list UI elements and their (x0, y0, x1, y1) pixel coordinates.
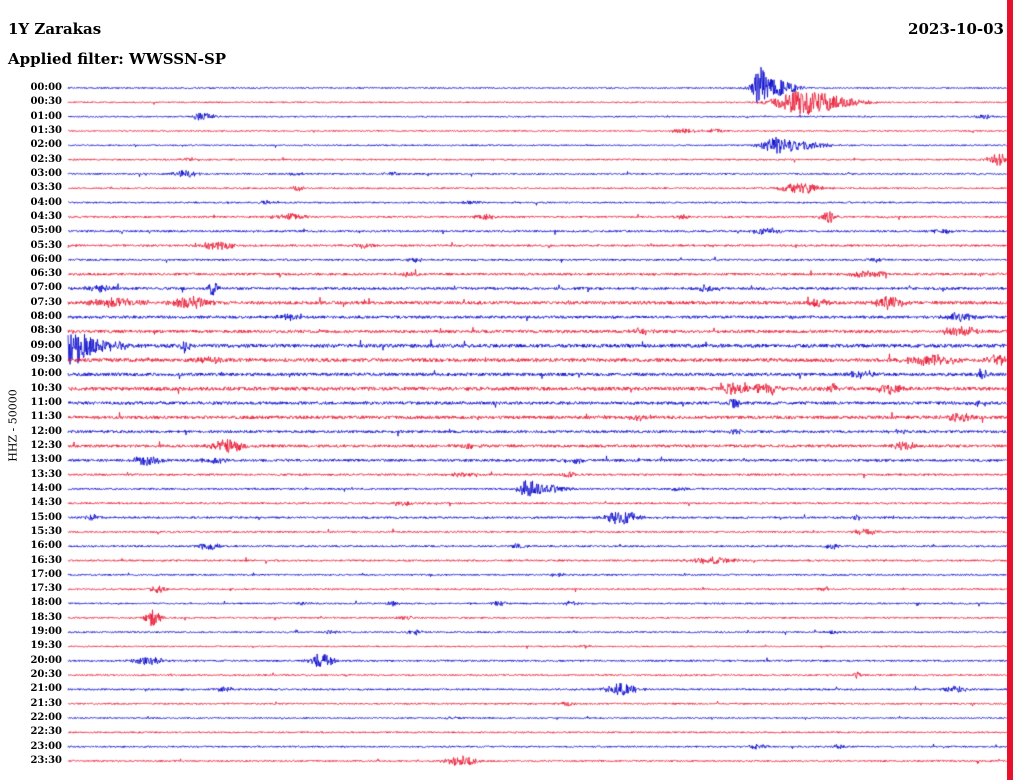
time-label-1300: 13:00 (30, 454, 62, 466)
time-label-1130: 11:30 (30, 411, 62, 423)
time-label-0800: 08:00 (30, 311, 62, 323)
time-label-0630: 06:30 (30, 268, 62, 280)
time-label-0330: 03:30 (30, 182, 62, 194)
time-label-0130: 01:30 (30, 124, 62, 136)
time-label-2000: 20:00 (30, 654, 62, 666)
time-label-0430: 04:30 (30, 210, 62, 222)
time-label-2030: 20:30 (30, 669, 62, 681)
current-time-marker (1007, 0, 1013, 780)
time-label-1830: 18:30 (30, 611, 62, 623)
time-label-1400: 14:00 (30, 482, 62, 494)
time-label-0500: 05:00 (30, 225, 62, 237)
time-label-1430: 14:30 (30, 497, 62, 509)
time-label-0230: 02:30 (30, 153, 62, 165)
time-label-0830: 08:30 (30, 325, 62, 337)
time-label-1200: 12:00 (30, 425, 62, 437)
time-label-1000: 10:00 (30, 368, 62, 380)
time-label-1330: 13:30 (30, 468, 62, 480)
time-label-0400: 04:00 (30, 196, 62, 208)
time-label-1600: 16:00 (30, 540, 62, 552)
time-label-0100: 01:00 (30, 110, 62, 122)
time-label-0930: 09:30 (30, 354, 62, 366)
time-label-0000: 00:00 (30, 82, 62, 93)
time-label-1800: 18:00 (30, 597, 62, 609)
time-label-1730: 17:30 (30, 583, 62, 595)
time-label-1930: 19:30 (30, 640, 62, 652)
time-label-1700: 17:00 (30, 568, 62, 580)
time-label-0030: 00:30 (30, 96, 62, 108)
time-label-0900: 09:00 (30, 339, 62, 351)
time-label-0200: 02:00 (30, 139, 62, 151)
time-label-0530: 05:30 (30, 239, 62, 251)
time-label-2330: 23:30 (30, 754, 62, 766)
time-label-1030: 10:30 (30, 382, 62, 394)
time-label-1630: 16:30 (30, 554, 62, 566)
time-label-2130: 21:30 (30, 697, 62, 709)
time-label-1100: 11:00 (30, 397, 62, 409)
time-label-1900: 19:00 (30, 626, 62, 638)
time-label-0700: 07:00 (30, 282, 62, 294)
time-label-1530: 15:30 (30, 525, 62, 537)
time-label-0730: 07:30 (30, 296, 62, 308)
time-label-1230: 12:30 (30, 439, 62, 451)
time-label-0300: 03:00 (30, 167, 62, 179)
time-label-2200: 22:00 (30, 712, 62, 724)
time-label-1500: 15:00 (30, 511, 62, 523)
time-label-2230: 22:30 (30, 726, 62, 738)
time-label-2300: 23:00 (30, 740, 62, 752)
time-label-2100: 21:00 (30, 683, 62, 695)
time-label-0600: 06:00 (30, 253, 62, 265)
